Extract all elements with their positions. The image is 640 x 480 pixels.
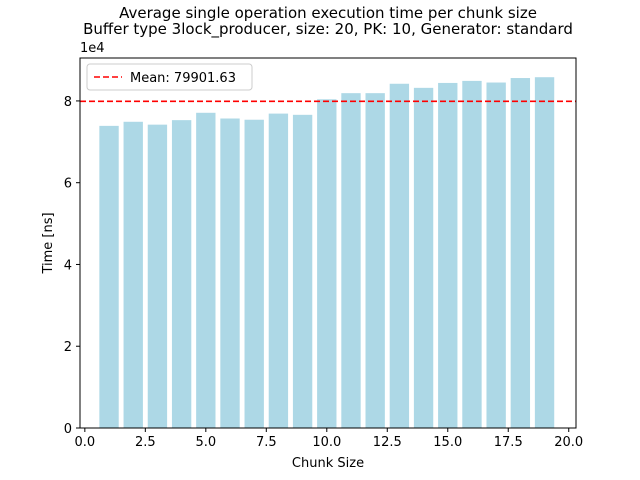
x-tick-label: 17.5 [494, 435, 523, 450]
x-tick-label: 0.0 [74, 435, 95, 450]
x-tick-label: 10.0 [312, 435, 341, 450]
x-tick-label: 20.0 [554, 435, 583, 450]
x-tick-label: 7.5 [256, 435, 277, 450]
legend-label: Mean: 79901.63 [130, 71, 236, 86]
y-axis-ticks: 0 2 4 6 8 [64, 95, 80, 437]
bar-3 [147, 124, 168, 429]
y-tick-label: 2 [64, 340, 72, 355]
bar-9 [292, 114, 313, 428]
x-tick-label: 15.0 [433, 435, 462, 450]
bar-6 [220, 118, 240, 428]
x-axis-ticks: 0.0 2.5 5.0 7.5 10.0 12.5 15.0 17.5 20.0 [74, 428, 583, 450]
bar-1 [99, 125, 119, 428]
y-offset-label: 1e4 [80, 41, 105, 56]
y-tick-label: 6 [64, 177, 72, 192]
bar-10 [317, 99, 337, 428]
chart-title: Average single operation execution time … [119, 4, 537, 22]
legend: Mean: 79901.63 [86, 63, 253, 91]
y-axis-label: Time [ns] [41, 212, 56, 274]
bar-15 [438, 82, 458, 429]
bar-5 [196, 112, 216, 428]
bar-14 [413, 87, 434, 428]
x-tick-label: 2.5 [135, 435, 156, 450]
bar-7 [244, 119, 264, 429]
x-tick-label: 5.0 [195, 435, 216, 450]
bar-13 [389, 83, 410, 429]
legend-box [86, 63, 253, 91]
y-tick-label: 0 [64, 422, 72, 437]
bar-2 [123, 121, 143, 429]
bars [99, 77, 555, 429]
y-tick-label: 8 [64, 95, 72, 110]
x-axis-label: Chunk Size [292, 456, 364, 471]
bar-4 [171, 120, 192, 428]
y-tick-label: 4 [64, 258, 72, 273]
bar-18 [510, 78, 531, 429]
bar-19 [534, 77, 555, 429]
bar-17 [486, 82, 506, 428]
x-tick-label: 12.5 [373, 435, 402, 450]
bar-11 [341, 93, 361, 428]
chart-subtitle: Buffer type 3lock_producer, size: 20, PK… [83, 20, 573, 39]
bar-8 [268, 113, 289, 429]
bar-16 [462, 80, 482, 429]
bar-12 [365, 93, 385, 428]
plot-frame [79, 57, 577, 429]
